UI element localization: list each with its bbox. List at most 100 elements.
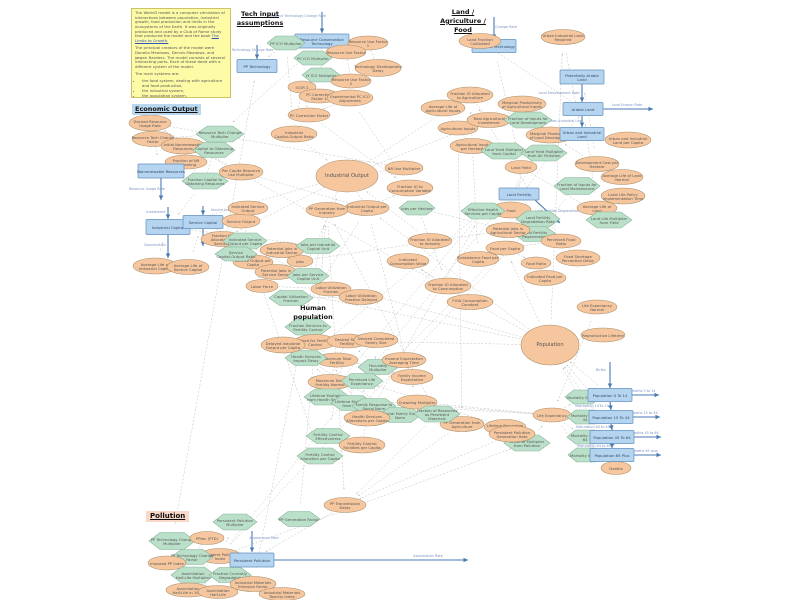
node-fraction-io-allocated-to-agriculture[interactable]: Fraction IO Allocated to Agriculture <box>446 86 494 104</box>
flow-appearance-rate[interactable]: Appearance Rate <box>249 531 279 553</box>
node-potential-jobs-in-agricultural-sector[interactable]: Potential Jobs in Agricultural Sector <box>485 222 531 238</box>
node-pp-generation-from-industry[interactable]: PP Generation from Industry <box>305 202 349 218</box>
node-industrial-output-per-capita[interactable]: Industrial Output per Capita <box>344 200 390 216</box>
node-life-expectancy-normal[interactable]: Life Expectancy Normal <box>576 299 618 315</box>
node-jobs-per-service-capital-unit[interactable]: Jobs per Service Capital Unit <box>286 268 330 284</box>
node-nonrenewable-resources[interactable]: Nonrenewable Resources <box>137 163 185 179</box>
node-persistent-pollution-generation-rate[interactable]: Persistent Pollution Generation Rate <box>488 425 536 443</box>
node-fertility-control-effectiveness[interactable]: Fertility Control Effectiveness <box>305 428 351 444</box>
node-land-yield[interactable]: Land Yield <box>504 160 538 174</box>
node-land-yield-multiplier-from-capital[interactable]: Land Yield Multiplier from Capital <box>480 142 528 160</box>
node-capital-utilization-fraction[interactable]: Capital Utilization Fraction <box>268 290 314 306</box>
node-pp-transmission-delay[interactable]: PP Transmission Delay <box>323 497 367 513</box>
node-labor-utilization-fraction[interactable]: Labor Utilization Fraction <box>310 281 352 297</box>
node-technology-development-delay[interactable]: Technology Development Delay <box>353 59 403 77</box>
node-land-fertility[interactable]: Land Fertility <box>498 187 540 201</box>
node-pptec-ptd[interactable]: PPtec (PTD) <box>189 531 225 545</box>
node-labor-utilization-fraction-delayed[interactable]: Labor Utilization Fraction Delayed <box>338 289 384 305</box>
node-population-0-to-14[interactable]: Population 0 To 14 <box>587 388 633 402</box>
node-urban-industrial-land-required[interactable]: Urban Industrial Land Required <box>540 29 586 45</box>
node-indicated-consumption-value[interactable]: Indicated Consumption Value <box>386 253 430 269</box>
node-labor-force[interactable]: Labor Force <box>245 279 279 293</box>
node-pp-generation-factor[interactable]: PP Generation Factor <box>277 511 321 527</box>
node-fraction-capital-to-obtaining-resources[interactable]: Fraction Capital to Obtaining Resources <box>181 172 229 190</box>
node-marginal-productivity-of-agricultural-inputs[interactable]: Marginal Productivity of Agricultural Inp… <box>497 95 547 113</box>
flow-land-development-rate[interactable]: Land Development Rate <box>538 84 585 103</box>
node-imposed-pp-index[interactable]: Imposed PP Index <box>147 555 187 571</box>
node-arable-land[interactable]: Arable Land <box>562 102 604 116</box>
node-resource-tech-change-multiplier[interactable]: Resource Tech Change Multiplier <box>195 125 245 143</box>
node-urban-and-industrial-land[interactable]: Urban and Industrial Land <box>559 127 605 141</box>
node-perceived-food-ratio[interactable]: Perceived Food Ratio <box>540 233 582 249</box>
node-deaths[interactable]: Deaths <box>600 461 632 475</box>
node-persistent-pollution[interactable]: Persistent Pollution <box>229 552 275 568</box>
node-experimental-pc-ico-adjustment[interactable]: Experimental PC ICO Adjustment <box>326 89 374 107</box>
node-average-life-of-service-capital[interactable]: Average Life of Service Capital <box>166 259 210 275</box>
node-service-capital-output-ratio[interactable]: Service Capital-Output Ratio <box>214 246 258 262</box>
node-fraction-io-to-consumption-variable[interactable]: Fraction IO to Consumption Variable <box>386 179 434 197</box>
node-crowding-multiplier[interactable]: Crowding Multiplier <box>396 394 438 410</box>
flow-depreciation[interactable]: Depreciation <box>144 235 171 259</box>
node-jobs[interactable]: Jobs <box>286 254 314 268</box>
node-nr-use-multiplier[interactable]: NR Use Multiplier <box>384 160 424 176</box>
node-persistent-pollution-multiplier[interactable]: Persistent Pollution Multiplier <box>212 513 258 531</box>
node-land-fraction-cultivated[interactable]: Land Fraction Cultivated <box>458 33 502 49</box>
node-service-output[interactable]: Service Output <box>221 213 261 229</box>
flow-change-rate[interactable]: Change Rate <box>491 17 517 40</box>
node-fraction-of-resources-as-persistent-materials[interactable]: Fraction of Resources as Persistent Materi… <box>413 405 461 423</box>
flow-investment[interactable]: Investment <box>146 207 171 220</box>
node-fertility-control-allocation-per-capita[interactable]: Fertility Control Allocation per Capita <box>296 447 344 465</box>
flow-resource-technology-change-rate[interactable]: Resource Technology Change Rate <box>268 12 327 34</box>
flow-pp-technology-change-rate[interactable]: PP Technology Change Rate <box>226 45 274 60</box>
node-delayed-industrial-output-per-capita[interactable]: Delayed Industrial Output per Capita <box>260 336 306 354</box>
node-assimilation-half-life-multiplier[interactable]: Assimilation Half-Life Multiplier <box>170 566 216 584</box>
flow-resource-usage-rate[interactable]: Resource Usage Rate <box>129 178 165 201</box>
node-potential-jobs-in-industrial-sector[interactable]: Potential Jobs in Industrial Sector <box>259 242 305 258</box>
node-perceived-life-expectancy[interactable]: Perceived Life Expectancy <box>340 373 384 389</box>
section-label-tech-input-assumptions[interactable]: Tech input assumptions <box>236 10 284 27</box>
flow-maturation-64-to-65[interactable]: Maturation 64 to 65 <box>577 443 615 449</box>
node-potential-jobs-in-service-sector[interactable]: Potential Jobs in Service Sector <box>254 264 298 280</box>
node-subsistence-food-per-capita[interactable]: Subsistence Food per Capita <box>456 251 500 267</box>
section-label-human-population[interactable]: Human population <box>293 304 333 321</box>
node-per-capita-resource-use-multiplier[interactable]: Per Capita Resource Use Multiplier <box>218 163 264 181</box>
node-fioa-consumption-constant[interactable]: FIOA Consumption Constant <box>446 294 494 310</box>
node-pp-technology[interactable]: PP Technology <box>236 59 278 73</box>
node-population-15-to-44[interactable]: Population 15 To 44 <box>588 410 634 424</box>
node-food-per-capita[interactable]: Food per Capita <box>485 240 525 256</box>
node-fraction-of-inputs-for-land-maintenance[interactable]: Fraction of Inputs for Land Maintenance <box>553 177 601 195</box>
node-indicated-service-output[interactable]: Indicated Service Output <box>227 200 269 216</box>
node-maximum-total-fertility-normal[interactable]: Maximum Total Fertility Normal <box>307 374 353 390</box>
section-label-pollution[interactable]: Pollution <box>146 511 190 523</box>
description-note[interactable]: The World3 model is a computer simulatio… <box>131 8 231 98</box>
node-industrial-materials-toxicity-index[interactable]: Industrial Materials Toxicity Index <box>258 587 306 600</box>
flow-deaths-0-to-14[interactable]: Deaths 0 to 14 <box>630 389 660 398</box>
node-fraction-of-inputs-for-land-development[interactable]: Fraction of Inputs for Land Development <box>503 111 553 129</box>
flow-deaths-15-to-44[interactable]: Deaths 15 to 44 <box>630 411 661 420</box>
node-family-response-to-social-norm[interactable]: Family Response to Social Norm <box>351 398 397 414</box>
node-land-life-policy-implementation-time[interactable]: Land Life Policy Implementation Time <box>600 187 646 205</box>
node-agricultural-inputs[interactable]: Agricultural Inputs <box>437 120 479 136</box>
section-label-land-agriculture-food[interactable]: Land / Agriculture / Food <box>440 8 486 34</box>
note-link-limits-to-growth[interactable]: The Limits to Growth. <box>135 33 219 44</box>
node-average-life-of-land-normal[interactable]: Average Life of Land Normal <box>600 169 644 185</box>
node-fertility-control-facilities-per-capita[interactable]: Fertility Control Facilities per Capita <box>338 436 386 454</box>
node-fraction-io-allocated-to-consumption[interactable]: Fraction IO Allocated to Consumption <box>424 277 472 295</box>
node-pp-technology-change-multiplier[interactable]: PP Technology Change Multiplier <box>148 532 196 550</box>
node-food-shortage-perception-delay[interactable]: Food Shortage Perception Delay <box>555 249 601 267</box>
node-industrial-materials-emission-factor[interactable]: Industrial Materials Emission Factor <box>229 576 277 592</box>
node-fraction-services-to-fertility-control[interactable]: Fraction Services to Fertility Control <box>284 318 332 336</box>
node-reproductive-lifetime[interactable]: Reproductive Lifetime <box>580 327 626 343</box>
node-industrial-capital-output-ratio[interactable]: Industrial Capital-Output Ratio <box>270 125 318 143</box>
node-land-yield-multiplier-from-air-pollution[interactable]: Land Yield Multiplier from Air Pollution <box>520 144 568 162</box>
node-pp-ico-multiplier[interactable]: PP ICO Multiplier <box>266 35 306 51</box>
flow-deaths-45-to-64[interactable]: Deaths 45 to 64 <box>631 431 662 440</box>
node-development-cost-per-hectare[interactable]: Development Cost per Hectare <box>574 156 620 172</box>
node-indicated-food-per-capita[interactable]: Indicated Food per Capita <box>523 270 567 286</box>
node-potentially-arable-land[interactable]: Potentially Arable Land <box>559 69 605 85</box>
section-label-economic-output[interactable]: Economic Output <box>132 104 201 115</box>
node-service-capital[interactable]: Service Capital <box>182 215 224 229</box>
node-jobs-per-hectare[interactable]: Jobs per Hectare <box>398 200 436 216</box>
node-income-expectation-averaging-time[interactable]: Income Expectation Averaging Time <box>381 352 427 368</box>
